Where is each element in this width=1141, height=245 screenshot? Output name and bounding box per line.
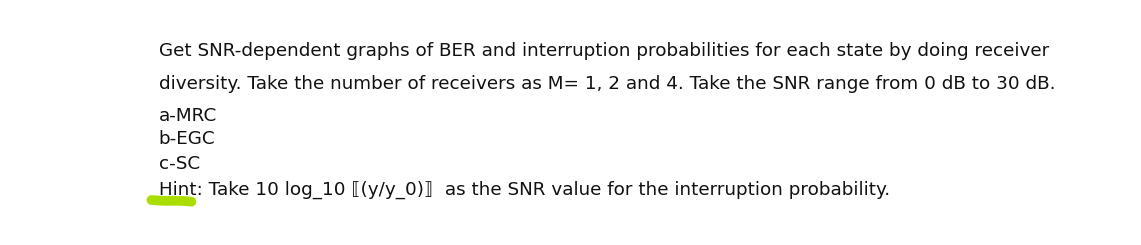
Text: Hint: Take 10 log_10 ⟦(y/y_0)⟧  as the SNR value for the interruption probabilit: Hint: Take 10 log_10 ⟦(y/y_0)⟧ as the SN… — [159, 180, 890, 199]
Text: b-EGC: b-EGC — [159, 130, 216, 148]
Text: Get SNR-dependent graphs of BER and interruption probabilities for each state by: Get SNR-dependent graphs of BER and inte… — [159, 42, 1049, 60]
Text: a-MRC: a-MRC — [159, 107, 217, 125]
Text: diversity. Take the number of receivers as M= 1, 2 and 4. Take the SNR range fro: diversity. Take the number of receivers … — [159, 75, 1055, 93]
Text: c-SC: c-SC — [159, 155, 200, 173]
